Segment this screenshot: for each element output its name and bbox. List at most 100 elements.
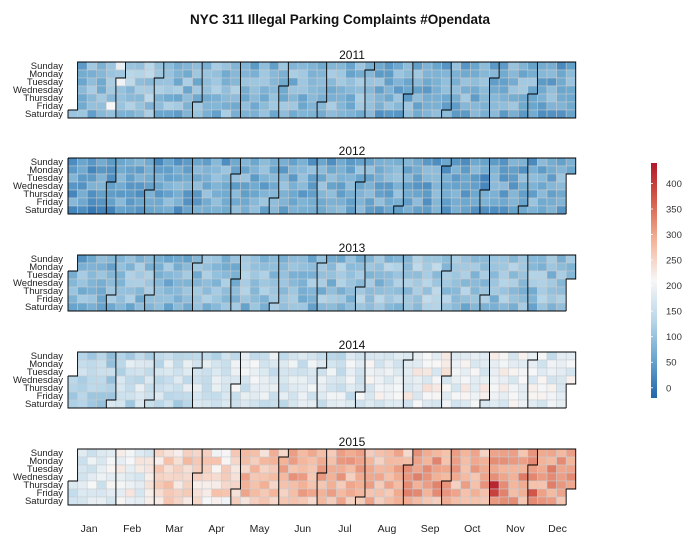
day-cell (96, 278, 107, 288)
day-cell (508, 270, 519, 280)
day-cell (278, 367, 289, 377)
day-cell (403, 488, 414, 498)
day-cell (259, 399, 270, 409)
day-cell (192, 181, 203, 191)
day-cell (221, 383, 232, 393)
day-cell (115, 270, 126, 280)
day-cell (470, 101, 481, 111)
day-cell (115, 101, 126, 111)
day-cell (403, 165, 414, 175)
day-cell (383, 302, 394, 312)
day-cell (259, 302, 270, 312)
day-cell (163, 375, 174, 385)
day-cell (479, 69, 490, 79)
day-cell (316, 197, 327, 207)
day-cell (460, 496, 471, 506)
day-cell (240, 101, 251, 111)
day-cell (335, 278, 347, 288)
day-cell (498, 448, 509, 458)
day-cell (403, 85, 414, 95)
day-cell (211, 391, 222, 401)
day-cell (537, 464, 548, 474)
day-cell (77, 367, 88, 377)
day-cell (173, 383, 184, 393)
day-cell (173, 351, 184, 361)
day-cell (556, 480, 567, 490)
day-cell (240, 85, 251, 95)
day-cell (556, 197, 567, 207)
day-cell (393, 278, 404, 288)
day-cell (470, 254, 481, 264)
month-label: Dec (548, 523, 567, 535)
day-cell (144, 359, 155, 369)
day-cell (67, 294, 78, 304)
day-cell (403, 157, 414, 167)
day-cell (537, 270, 548, 280)
day-cell (182, 205, 193, 215)
day-cell (144, 157, 155, 167)
day-cell (115, 181, 126, 191)
day-cell (498, 69, 509, 79)
day-cell (326, 448, 337, 458)
day-cell (374, 77, 385, 87)
day-cell (335, 367, 347, 377)
day-cell (221, 77, 232, 87)
day-cell (556, 254, 567, 264)
day-cell (537, 77, 548, 87)
day-cell (489, 93, 500, 103)
day-cell (403, 270, 414, 280)
day-cell (288, 101, 299, 111)
day-cell (508, 496, 519, 506)
day-cell (134, 294, 145, 304)
day-cell (537, 165, 548, 175)
day-cell (86, 294, 97, 304)
day-cell (431, 61, 442, 71)
day-cell (355, 456, 366, 466)
day-cell (163, 101, 174, 111)
month-boundary (479, 352, 490, 408)
day-cell (249, 197, 260, 207)
day-cell (345, 286, 356, 296)
day-cell (431, 294, 442, 304)
day-cell (259, 496, 270, 506)
day-cell (441, 270, 452, 280)
month-boundary (441, 449, 452, 505)
day-cell (249, 270, 260, 280)
day-cell (518, 109, 529, 119)
day-cell (163, 496, 174, 506)
day-cell (201, 189, 212, 199)
day-cell (422, 278, 433, 288)
day-cell (518, 77, 529, 87)
panel-outline-bottom (67, 481, 567, 506)
panel-outline-bottom (67, 271, 567, 312)
day-cell (153, 109, 165, 119)
day-cell (518, 496, 529, 506)
day-cell (393, 359, 404, 369)
day-cell (86, 278, 97, 288)
day-cell (431, 181, 442, 191)
day-cell (498, 351, 509, 361)
day-cell (355, 61, 366, 71)
day-cell (173, 93, 184, 103)
day-cell (144, 464, 155, 474)
day-cell (374, 173, 385, 183)
day-cell (297, 85, 308, 95)
day-cell (230, 496, 241, 506)
day-cell (240, 93, 251, 103)
day-cell (565, 367, 576, 377)
day-cell (297, 189, 308, 199)
day-cell (153, 157, 165, 167)
day-cell (479, 189, 490, 199)
day-cell (422, 109, 433, 119)
day-cell (211, 157, 222, 167)
day-cell (249, 278, 260, 288)
day-cell (374, 375, 385, 385)
day-cell (288, 69, 299, 79)
day-cell (106, 93, 117, 103)
day-cell (470, 488, 481, 498)
day-cell (106, 367, 117, 377)
day-cell (125, 173, 136, 183)
day-cell (278, 109, 289, 119)
day-cell (335, 488, 347, 498)
day-cell (450, 93, 462, 103)
